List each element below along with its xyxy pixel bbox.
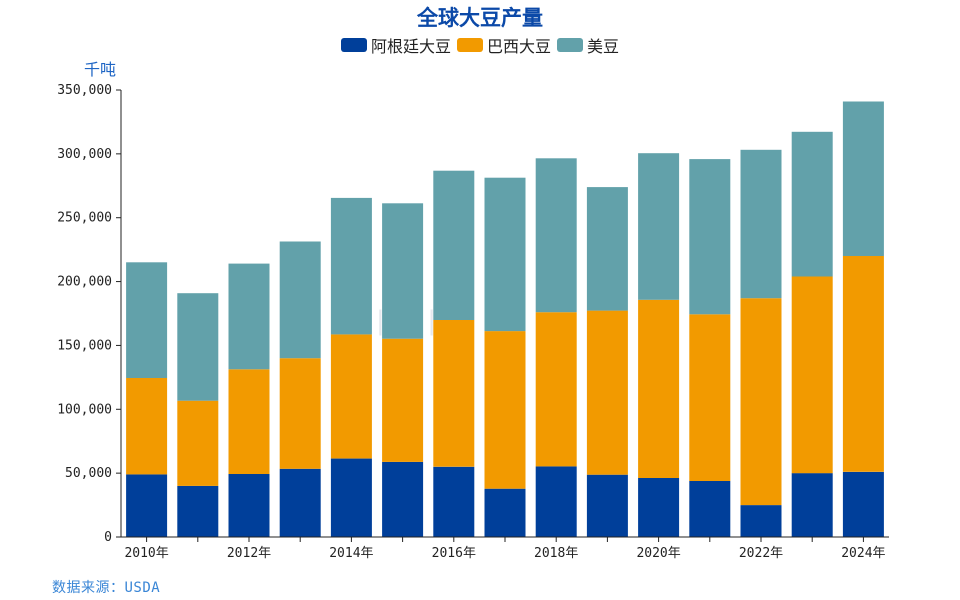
bar-segment-argentina[interactable] xyxy=(791,473,833,537)
data-source-note: 数据来源：USDA xyxy=(52,580,161,596)
y-tick-label: 100,000 xyxy=(57,402,112,417)
y-tick-label: 250,000 xyxy=(57,211,112,226)
bar-segment-us[interactable] xyxy=(586,187,628,311)
y-tick-label: 150,000 xyxy=(57,338,112,353)
legend-swatch xyxy=(456,38,483,52)
x-tick-label: 2010年 xyxy=(124,546,168,561)
x-tick-label: 2014年 xyxy=(329,546,373,561)
bar-segment-us[interactable] xyxy=(330,197,372,335)
bar-segment-us[interactable] xyxy=(279,241,321,359)
bar-segment-argentina[interactable] xyxy=(586,474,628,537)
bar-segment-us[interactable] xyxy=(535,158,577,313)
bar-segment-brazil[interactable] xyxy=(330,334,372,459)
y-tick-label: 300,000 xyxy=(57,147,112,162)
bar-segment-brazil[interactable] xyxy=(177,400,219,486)
y-tick-label: 350,000 xyxy=(57,83,112,98)
bar-segment-brazil[interactable] xyxy=(228,369,270,474)
bar-segment-brazil[interactable] xyxy=(842,256,884,472)
bar-segment-argentina[interactable] xyxy=(484,488,526,537)
bar-segment-brazil[interactable] xyxy=(382,338,424,462)
bar-segment-brazil[interactable] xyxy=(484,331,526,489)
legend-label: 阿根廷大豆 xyxy=(370,37,451,56)
bar-segment-us[interactable] xyxy=(484,177,526,332)
bar-segment-argentina[interactable] xyxy=(740,505,782,537)
bar-segment-us[interactable] xyxy=(126,262,168,378)
bar-segment-us[interactable] xyxy=(791,131,833,277)
bar-segment-argentina[interactable] xyxy=(433,466,475,537)
legend-item[interactable]: 巴西大豆 xyxy=(456,33,551,57)
legend-item[interactable]: 阿根廷大豆 xyxy=(340,33,451,57)
x-tick-label: 2018年 xyxy=(534,546,578,561)
x-tick-label: 2022年 xyxy=(739,546,783,561)
legend-label: 巴西大豆 xyxy=(486,37,551,56)
bar-segment-brazil[interactable] xyxy=(586,310,628,475)
legend: 阿根廷大豆 巴西大豆 美豆 xyxy=(0,33,960,57)
bar-segment-argentina[interactable] xyxy=(177,485,219,537)
bar-segment-brazil[interactable] xyxy=(740,298,782,506)
x-tick-label: 2020年 xyxy=(636,546,680,561)
bar-segment-brazil[interactable] xyxy=(791,276,833,474)
bar-segment-argentina[interactable] xyxy=(126,474,168,537)
bar-segment-brazil[interactable] xyxy=(433,320,475,467)
bar-segment-argentina[interactable] xyxy=(279,468,321,537)
y-tick-label: 200,000 xyxy=(57,275,112,290)
bar-segment-argentina[interactable] xyxy=(842,471,884,537)
x-tick-label: 2016年 xyxy=(432,546,476,561)
bar-segment-argentina[interactable] xyxy=(330,458,372,537)
bar-segment-brazil[interactable] xyxy=(535,312,577,467)
bar-segment-us[interactable] xyxy=(433,170,475,320)
bar-segment-us[interactable] xyxy=(382,203,424,339)
legend-label: 美豆 xyxy=(587,37,620,56)
bar-segment-us[interactable] xyxy=(842,101,884,257)
x-tick-label: 2024年 xyxy=(841,546,885,561)
bar-segment-argentina[interactable] xyxy=(535,466,577,537)
bar-segment-argentina[interactable] xyxy=(689,480,731,537)
legend-item[interactable]: 美豆 xyxy=(557,33,619,57)
legend-swatch xyxy=(340,38,367,52)
bar-segment-brazil[interactable] xyxy=(689,314,731,481)
bar-segment-us[interactable] xyxy=(638,153,680,300)
chart-title: 全球大豆产量 xyxy=(417,6,543,30)
bar-segment-us[interactable] xyxy=(228,263,270,370)
y-tick-label: 50,000 xyxy=(65,466,112,481)
bar-segment-argentina[interactable] xyxy=(382,461,424,537)
bar-segment-argentina[interactable] xyxy=(228,474,270,537)
bar-segment-us[interactable] xyxy=(740,149,782,299)
bar-segment-brazil[interactable] xyxy=(126,378,168,475)
x-tick-label: 2012年 xyxy=(227,546,271,561)
bar-segment-us[interactable] xyxy=(177,293,219,401)
legend-swatch xyxy=(557,38,583,52)
bar-segment-brazil[interactable] xyxy=(638,299,680,478)
bar-segment-brazil[interactable] xyxy=(279,358,321,469)
bar-segment-us[interactable] xyxy=(689,159,731,315)
y-axis-unit-label: 千吨 xyxy=(84,60,117,79)
bar-segment-argentina[interactable] xyxy=(638,478,680,537)
y-tick-label: 0 xyxy=(104,530,112,545)
